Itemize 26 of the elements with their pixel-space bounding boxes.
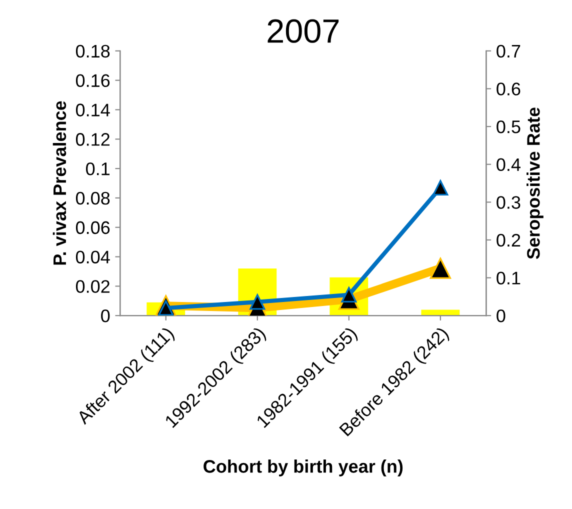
point <box>250 294 266 310</box>
y2-tick-label: 0.4 <box>496 158 520 172</box>
y-tick-label: 0.1 <box>86 162 110 176</box>
y-tick-label: 0.12 <box>76 133 110 146</box>
y2-tick-label: 0.1 <box>496 272 520 284</box>
y-tick-label: 0.18 <box>76 44 110 58</box>
point <box>432 180 448 196</box>
y2-tick-label: 0.6 <box>496 82 520 96</box>
y2-tick-label: 0.2 <box>496 234 520 247</box>
y-tick-label: 0.02 <box>76 280 110 293</box>
y-axis-title: P. vivax Prevalence <box>52 101 66 265</box>
y2-tick-label: 0 <box>496 310 506 322</box>
y-tick-label: 0.14 <box>76 104 110 116</box>
y-tick-label: 0.08 <box>76 192 110 205</box>
y2-tick-label: 0.3 <box>496 196 520 209</box>
point <box>430 258 451 279</box>
chart-title: 2007 <box>268 19 339 43</box>
y2-axis-title: Seropositive Rate <box>526 108 544 259</box>
y-tick-label: 0.16 <box>76 74 110 88</box>
y-tick-label: 0 <box>101 310 110 322</box>
bar <box>421 310 460 316</box>
y-tick-label: 0.04 <box>76 250 110 264</box>
x-axis-title: Cohort by birth year (n) <box>204 460 403 476</box>
y2-tick-label: 0.7 <box>496 44 520 58</box>
y-tick-label: 0.06 <box>76 221 110 234</box>
y2-tick-label: 0.5 <box>496 120 520 134</box>
